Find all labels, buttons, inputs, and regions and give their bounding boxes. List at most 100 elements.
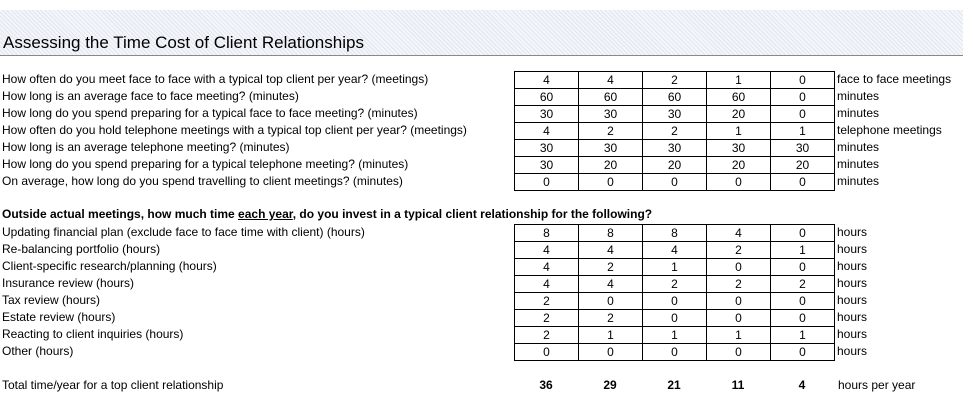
cell: 2: [642, 275, 707, 293]
cell: 4: [514, 275, 579, 293]
cell: 0: [514, 343, 579, 361]
cell: 4: [514, 258, 579, 276]
row-label: Client-specific research/planning (hours…: [2, 259, 217, 273]
cell: 8: [642, 224, 707, 242]
row-label: Updating financial plan (exclude face to…: [2, 225, 365, 239]
total-value: 21: [667, 378, 681, 392]
cell: 2: [706, 241, 771, 259]
cell: 30: [706, 139, 771, 157]
row-label: How long do you spend preparing for a ty…: [2, 106, 418, 120]
row-label: Reacting to client inquiries (hours): [2, 327, 184, 341]
cell: 30: [578, 105, 643, 123]
total-value: 4: [798, 378, 806, 392]
cell: 2: [706, 275, 771, 293]
cell: 2: [514, 309, 579, 327]
cell: 0: [770, 343, 835, 361]
unit: minutes: [837, 174, 880, 188]
cell: 1: [642, 258, 707, 276]
row-label: How often do you hold telephone meetings…: [2, 123, 467, 137]
cell: 1: [770, 326, 835, 344]
cell: 0: [770, 105, 835, 123]
cell: 4: [642, 241, 707, 259]
cell: 1: [706, 326, 771, 344]
cell: 20: [706, 156, 771, 174]
cell: 30: [514, 139, 579, 157]
row-label: On average, how long do you spend travel…: [2, 174, 403, 188]
cell: 2: [514, 292, 579, 310]
cell: 0: [770, 292, 835, 310]
cell: 8: [514, 224, 579, 242]
cell: 2: [642, 122, 707, 140]
cell: 0: [642, 173, 707, 191]
cell: 0: [706, 309, 771, 327]
cell: 0: [706, 343, 771, 361]
total-value: 11: [731, 378, 745, 392]
cell: 20: [770, 156, 835, 174]
cell: 2: [642, 71, 707, 89]
unit: minutes: [837, 157, 880, 171]
cell: 30: [514, 156, 579, 174]
cell: 60: [514, 88, 579, 106]
cell: 0: [706, 258, 771, 276]
cell: 0: [578, 292, 643, 310]
unit: telephone meetings: [837, 123, 942, 137]
cell: 60: [706, 88, 771, 106]
total-label: Total time/year for a top client relatio…: [2, 378, 224, 392]
cell: 0: [514, 173, 579, 191]
row-label: Estate review (hours): [2, 310, 116, 324]
cell: 2: [578, 122, 643, 140]
cell: 20: [706, 105, 771, 123]
cell: 30: [770, 139, 835, 157]
cell: 30: [514, 105, 579, 123]
cell: 30: [642, 105, 707, 123]
cell: 0: [770, 309, 835, 327]
cell: 2: [578, 258, 643, 276]
cell: 1: [706, 122, 771, 140]
cell: 20: [642, 156, 707, 174]
row-label: Insurance review (hours): [2, 276, 135, 290]
cell: 0: [770, 258, 835, 276]
cell: 0: [770, 224, 835, 242]
unit: hours: [837, 276, 868, 290]
cell: 1: [642, 326, 707, 344]
cell: 1: [706, 71, 771, 89]
unit: minutes: [837, 140, 880, 154]
cell: 0: [770, 71, 835, 89]
cell: 0: [642, 292, 707, 310]
heading-part: Outside actual meetings, how much time: [2, 207, 239, 221]
cell: 1: [770, 122, 835, 140]
cell: 4: [578, 275, 643, 293]
row-label: Tax review (hours): [2, 293, 101, 307]
cell: 4: [578, 71, 643, 89]
unit: hours: [837, 225, 868, 239]
title: Assessing the Time Cost of Client Relati…: [3, 33, 364, 52]
cell: 0: [770, 173, 835, 191]
section-heading: Outside actual meetings, how much time e…: [2, 206, 652, 223]
unit: hours: [837, 293, 868, 307]
cell: 0: [706, 173, 771, 191]
row-label: Re-balancing portfolio (hours): [2, 242, 161, 256]
unit: minutes: [837, 106, 880, 120]
total-value: 29: [603, 378, 617, 392]
cell: 8: [578, 224, 643, 242]
total-value: 36: [539, 378, 553, 392]
heading-part: , do you invest in a typical client rela…: [292, 207, 653, 221]
total-unit: hours per year: [838, 378, 916, 392]
row-label: How long do you spend preparing for a ty…: [2, 157, 409, 171]
cell: 0: [770, 88, 835, 106]
cell: 0: [706, 292, 771, 310]
unit: hours: [837, 259, 868, 273]
row-label: How long is an average face to face meet…: [2, 89, 299, 103]
cell: 2: [770, 275, 835, 293]
row-label: How long is an average telephone meeting…: [2, 140, 290, 154]
unit: minutes: [837, 89, 880, 103]
cell: 4: [578, 241, 643, 259]
unit: hours: [837, 327, 868, 341]
cell: 30: [642, 139, 707, 157]
unit: hours: [837, 344, 868, 358]
cell: 1: [578, 326, 643, 344]
cell: 4: [706, 224, 771, 242]
cell: 0: [642, 309, 707, 327]
cell: 30: [578, 139, 643, 157]
